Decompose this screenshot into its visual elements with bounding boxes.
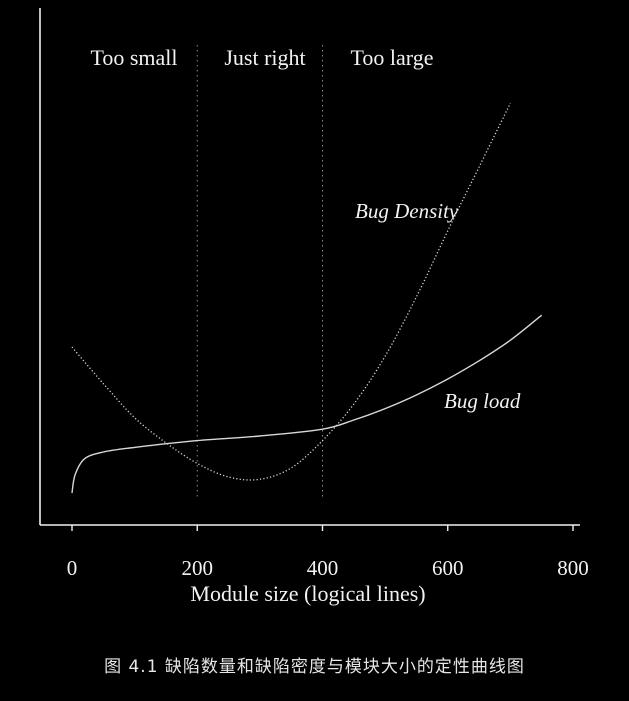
x-tick-label: 0 <box>67 556 78 580</box>
region-label: Too small <box>90 45 177 70</box>
x-axis-title: Module size (logical lines) <box>190 581 425 606</box>
region-boundaries <box>196 45 323 498</box>
axes <box>39 8 580 526</box>
region-label: Too large <box>351 45 434 70</box>
series-label: Bug Density <box>355 199 459 223</box>
x-tick-label: 800 <box>557 556 589 580</box>
x-tick-label: 600 <box>432 556 464 580</box>
region-label: Just right <box>224 45 305 70</box>
figure-caption: 图 4.1 缺陷数量和缺陷密度与模块大小的定性曲线图 <box>104 657 525 677</box>
series <box>71 102 543 494</box>
x-tick-label: 400 <box>307 556 339 580</box>
x-tick-label: 200 <box>182 556 214 580</box>
region-labels: Too small Just right Too large <box>90 45 433 70</box>
series-labels: Bug Density Bug load <box>355 199 521 413</box>
series-label: Bug load <box>444 389 521 413</box>
x-ticks: 0 200 400 600 800 <box>67 525 589 580</box>
series-line-bug-density <box>71 102 511 481</box>
series-line-bug-load <box>71 314 543 494</box>
